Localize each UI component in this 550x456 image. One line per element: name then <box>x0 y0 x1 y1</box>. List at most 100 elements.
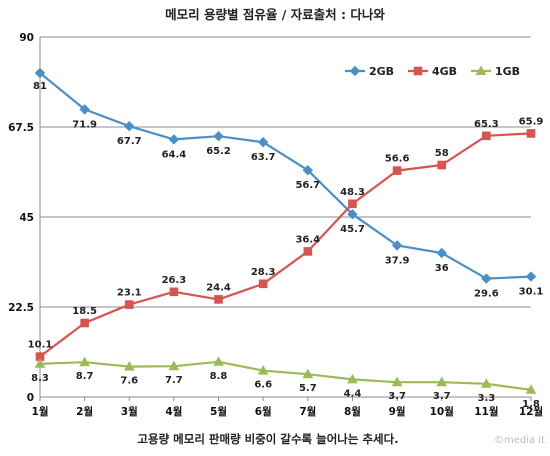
y-tick-label: 90 <box>19 32 34 44</box>
axes: 0 22.5 45 67.5 90 1월 2월 3월 4월 5월 6월 7월 8월 9월 10월 11월 12월 <box>8 32 543 418</box>
data-point-4GB <box>392 166 402 175</box>
x-tick-label: 9월 <box>389 405 406 418</box>
data-label-4GB: 65.3 <box>474 119 499 130</box>
data-point-1GB <box>213 356 224 366</box>
data-label-2GB: 65.2 <box>206 146 231 157</box>
data-point-1GB <box>302 368 314 379</box>
data-point-4GB <box>437 160 447 170</box>
data-point-1GB <box>34 358 46 368</box>
x-tick-label: 3월 <box>121 405 138 418</box>
data-point-2GB <box>481 273 492 284</box>
data-point-1GB <box>391 376 403 387</box>
data-labels: 81 71.9 67.7 64.4 65.2 63.7 56.7 45.7 37.9 36 29.6… <box>28 81 544 410</box>
data-label-1GB: 3.7 <box>433 391 451 402</box>
series-line-4GB <box>39 132 532 358</box>
data-point-1GB <box>525 384 537 394</box>
data-point-4GB <box>214 295 223 304</box>
data-point-2GB <box>213 130 224 142</box>
data-point-2GB <box>525 271 537 282</box>
data-point-2GB <box>347 208 358 220</box>
data-label-4GB: 26.3 <box>162 275 187 286</box>
series-group <box>34 67 537 394</box>
data-point-2GB <box>391 240 403 251</box>
y-tick-label: 0 <box>27 392 34 404</box>
legend: 2GB 4GB 1GB <box>345 65 520 78</box>
data-label-1GB: 8.8 <box>210 371 228 382</box>
data-label-1GB: 6.6 <box>254 380 272 391</box>
data-label-4GB: 24.4 <box>206 282 231 293</box>
legend-label-4GB: 4GB <box>432 65 457 78</box>
x-tick-label: 5월 <box>210 405 227 418</box>
series-line-2GB <box>39 72 532 280</box>
data-label-2GB: 36 <box>435 263 449 274</box>
data-point-2GB <box>34 67 46 79</box>
legend-marker-1GB <box>475 65 487 75</box>
data-point-4GB <box>348 199 357 209</box>
chart-title: 메모리 용량별 점유율 / 자료출처 : 다나와 <box>165 7 385 22</box>
x-tick-label: 6월 <box>255 405 272 418</box>
data-label-2GB: 71.9 <box>72 119 97 130</box>
data-label-1GB: 7.6 <box>120 376 138 387</box>
data-label-4GB: 23.1 <box>117 288 142 299</box>
data-label-1GB: 8.7 <box>76 371 94 382</box>
series-4GB <box>35 129 536 361</box>
data-point-1GB <box>481 378 492 388</box>
data-point-1GB <box>168 360 180 371</box>
x-tick-label: 10월 <box>430 405 454 418</box>
data-label-2GB: 29.6 <box>474 289 499 300</box>
x-tick-label: 11월 <box>474 405 498 418</box>
data-label-2GB: 63.7 <box>251 152 276 163</box>
data-label-1GB: 4.4 <box>344 388 362 399</box>
data-label-1GB: 1.8 <box>522 399 540 410</box>
data-label-1GB: 8.3 <box>31 373 49 384</box>
data-point-1GB <box>79 356 90 367</box>
x-tick-label: 8월 <box>344 405 361 418</box>
data-label-1GB: 3.3 <box>478 393 496 404</box>
data-label-4GB: 36.4 <box>295 234 320 245</box>
data-label-4GB: 58 <box>435 148 449 159</box>
gridlines <box>40 36 531 398</box>
data-point-2GB <box>124 120 135 132</box>
series-line-1GB <box>39 360 532 391</box>
data-label-2GB: 30.1 <box>519 287 544 298</box>
data-label-2GB: 56.7 <box>295 180 320 191</box>
data-label-4GB: 10.1 <box>28 340 53 351</box>
data-label-1GB: 7.7 <box>165 375 183 386</box>
data-point-4GB <box>124 300 134 309</box>
y-tick-label: 67.5 <box>8 122 34 134</box>
x-tick-label: 2월 <box>76 405 93 418</box>
x-tick-label: 7월 <box>299 405 316 418</box>
data-label-2GB: 81 <box>33 81 47 92</box>
data-point-1GB <box>347 373 358 384</box>
y-tick-label: 22.5 <box>8 302 34 314</box>
data-label-4GB: 65.9 <box>519 116 544 127</box>
data-label-4GB: 18.5 <box>72 306 97 317</box>
watermark: ©media it <box>494 435 545 446</box>
data-point-1GB <box>436 376 448 387</box>
data-point-2GB <box>436 247 447 259</box>
data-point-4GB <box>80 318 89 328</box>
data-point-1GB <box>123 361 135 371</box>
x-tick-label: 4월 <box>165 405 182 418</box>
legend-label-2GB: 2GB <box>369 65 394 78</box>
x-tick-label: 12월 <box>519 405 543 418</box>
data-label-2GB: 37.9 <box>385 255 410 266</box>
legend-label-1GB: 1GB <box>495 65 520 78</box>
legend-marker-4GB <box>413 66 423 76</box>
data-point-4GB <box>258 279 268 289</box>
data-point-2GB <box>79 104 90 115</box>
data-point-2GB <box>302 164 314 176</box>
data-label-1GB: 5.7 <box>299 383 317 394</box>
data-point-4GB <box>526 129 536 138</box>
data-label-2GB: 45.7 <box>340 224 365 235</box>
chart-caption: 고용량 메모리 판매량 비중이 갈수록 늘어나는 추세다. <box>137 432 398 446</box>
data-point-4GB <box>303 247 313 256</box>
series-2GB <box>34 67 537 284</box>
x-tick-label: 1월 <box>32 405 49 418</box>
data-point-1GB <box>257 365 269 375</box>
y-tick-label: 45 <box>19 212 34 224</box>
data-label-4GB: 28.3 <box>251 267 276 278</box>
data-label-1GB: 3.7 <box>388 391 406 402</box>
data-point-2GB <box>257 136 269 148</box>
